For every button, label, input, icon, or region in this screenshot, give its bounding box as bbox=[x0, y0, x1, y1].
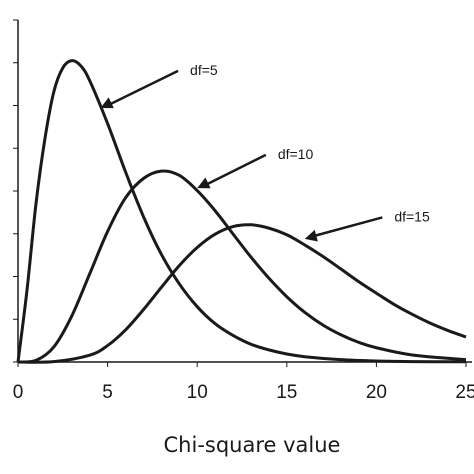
series-layer bbox=[16, 59, 467, 364]
series-line-df-10 bbox=[17, 169, 467, 364]
annotation-arrow-shaft bbox=[105, 69, 179, 108]
annotation-label: df=15 bbox=[394, 208, 430, 224]
x-axis-ticks: 0 5 10 15 20 25 bbox=[13, 362, 474, 403]
x-tick-label: 20 bbox=[366, 382, 387, 403]
annotation-label: df=5 bbox=[190, 62, 218, 78]
series-line-df-15 bbox=[17, 223, 467, 364]
x-tick-label: 25 bbox=[455, 382, 474, 403]
annotation-layer: df=5 df=10 df=15 bbox=[100, 62, 430, 242]
x-tick-label: 15 bbox=[276, 382, 297, 403]
x-tick-label: 0 bbox=[13, 382, 24, 403]
x-tick-label: 10 bbox=[187, 382, 208, 403]
annotation-arrowhead bbox=[304, 229, 318, 242]
annotation-arrow-shaft bbox=[202, 153, 267, 188]
x-tick-label: 5 bbox=[102, 382, 113, 403]
series-line-df-5 bbox=[16, 59, 467, 364]
x-axis-title: Chi-square value bbox=[164, 433, 341, 457]
y-axis-ticks bbox=[13, 19, 18, 363]
annotation-arrowhead bbox=[197, 177, 211, 189]
annotation-label: df=10 bbox=[278, 146, 314, 162]
annotation-arrowhead bbox=[100, 97, 114, 109]
annotation-arrow-shaft bbox=[310, 216, 383, 239]
